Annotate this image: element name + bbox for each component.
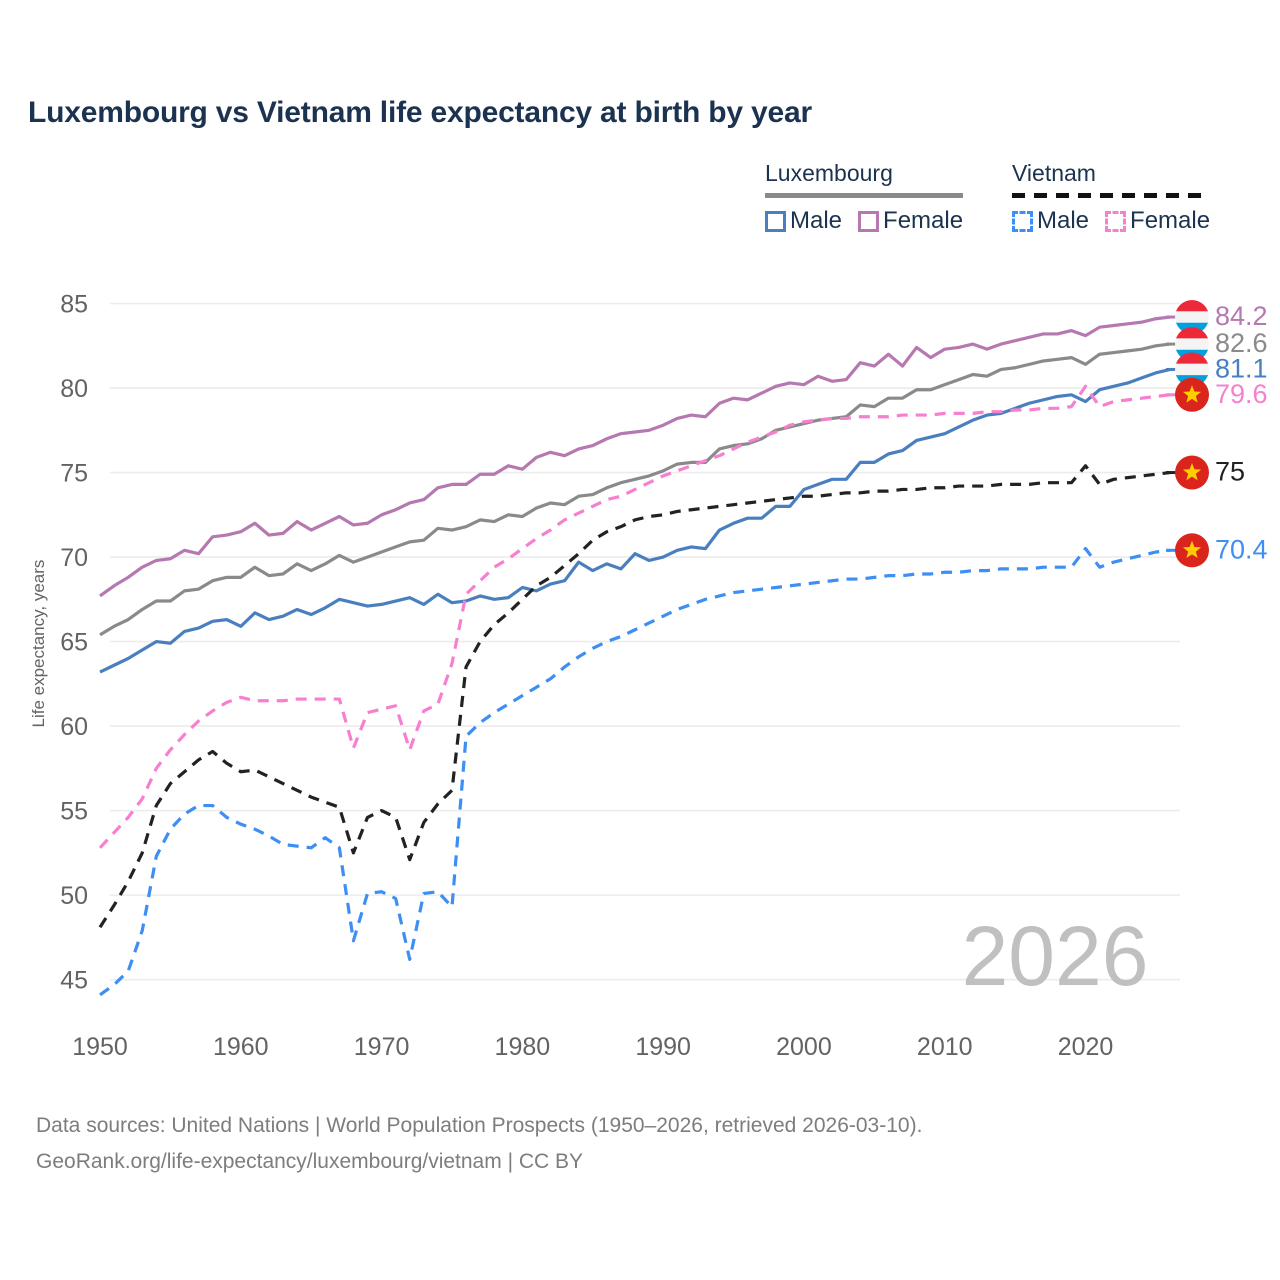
legend-label-luxembourg-female: Female [883,207,964,234]
end-label-value: 79.6 [1215,379,1268,409]
y-tick-label: 80 [60,375,88,403]
legend-label-luxembourg-male: Male [790,207,843,234]
y-tick-label: 60 [60,713,88,741]
y-axis-ticks: 45 50 55 60 65 70 75 80 85 [60,291,88,995]
y-tick-label: 70 [60,544,88,572]
end-label-marker [1166,455,1209,490]
legend-item-vietnam-female[interactable]: Female [1105,207,1210,235]
y-tick-label: 75 [60,460,88,488]
y-tick-label: 45 [60,967,88,995]
legend-label-vietnam-female: Female [1130,207,1211,234]
legend-swatch-icon-luxembourg-male [765,210,786,232]
legend-label-vietnam-male: Male [1037,207,1090,234]
y-tick-label: 65 [60,629,88,657]
x-tick-label: 1980 [495,1033,551,1061]
x-tick-label: 1950 [72,1033,128,1061]
series-line-vietnam-female [98,384,1171,849]
footer-line-2: GeoRank.org/life-expectancy/luxembourg/v… [36,1150,584,1173]
page-title: Luxembourg vs Vietnam life expectancy at… [28,96,812,129]
legend-item-vietnam-male[interactable]: Male [1012,207,1089,235]
series-lines [98,315,1171,997]
end-label-marker [1166,377,1209,412]
series-line-vietnam-total [98,464,1171,929]
legend-rule-vietnam [1012,193,1211,198]
end-value-labels: 84.282.681.179.6 75 70.4 [1166,300,1268,568]
x-tick-label: 1990 [635,1033,691,1061]
series-line-vietnam-male [99,547,1171,997]
series-line-luxembourg-female [99,315,1171,598]
end-label-value: 75 [1215,457,1245,487]
legend-swatch-icon-vietnam-female [1105,210,1127,232]
x-tick-label: 2020 [1058,1033,1114,1061]
end-label-marker [1166,533,1209,568]
legend-item-luxembourg-female[interactable]: Female [858,207,963,235]
legend-country-label-luxembourg: Luxembourg [765,160,893,186]
y-tick-label: 50 [60,882,88,910]
legend-swatch-icon-vietnam-male [1012,210,1033,232]
y-tick-label: 55 [60,798,88,826]
y-axis-title: Life expectancy, years [29,560,48,728]
x-tick-label: 2010 [917,1033,973,1061]
x-tick-label: 2000 [776,1033,832,1061]
legend-group-luxembourg: Luxembourg Male Female [765,160,964,235]
x-tick-label: 1960 [213,1033,269,1061]
end-label-value: 81.1 [1215,354,1268,384]
x-tick-label: 1970 [354,1033,410,1061]
x-axis-ticks: 1950 1960 1970 1980 1990 2000 2010 2020 [72,1033,1113,1061]
footer-line-1: Data sources: United Nations | World Pop… [36,1114,923,1137]
series-line-luxembourg-total [99,342,1171,637]
y-tick-label: 85 [60,291,88,319]
end-label-value: 82.6 [1215,328,1268,358]
legend-item-luxembourg-male[interactable]: Male [765,207,842,235]
legend-rule-luxembourg [765,193,964,198]
end-label-value: 70.4 [1215,534,1268,564]
gridlines [110,302,1180,981]
footer-sources: Data sources: United Nations | World Pop… [36,1108,922,1180]
legend-group-vietnam: Vietnam Male Female [1012,160,1211,235]
year-watermark: 2026 [962,909,1149,1003]
series-line-luxembourg-male [99,367,1171,674]
chart-legend: Luxembourg Male Female Vietnam [760,160,1260,240]
legend-country-label-vietnam: Vietnam [1012,160,1096,186]
end-label-value: 84.2 [1215,301,1268,331]
legend-swatch-icon-luxembourg-female [858,210,880,232]
